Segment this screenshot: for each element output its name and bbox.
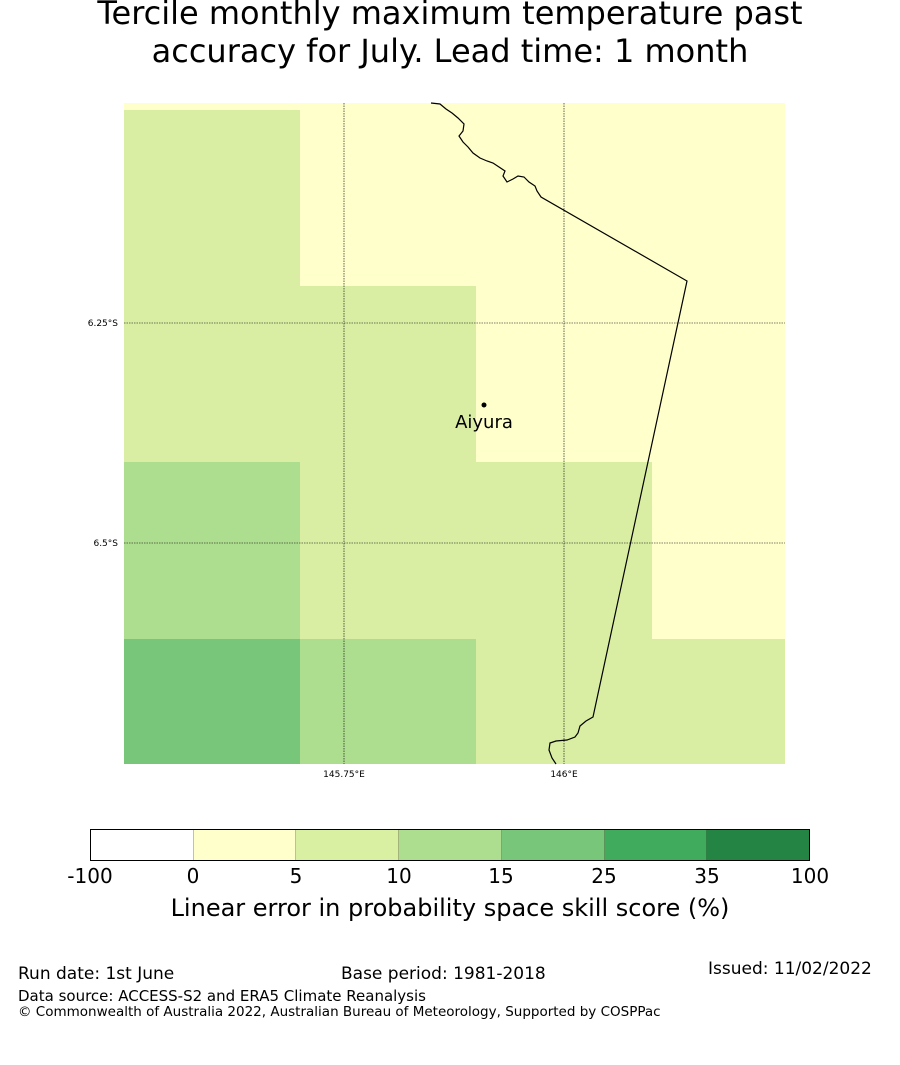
- grid-cell: [124, 286, 300, 462]
- lon-label: 146°E: [550, 770, 578, 780]
- colorbar-label: Linear error in probability space skill …: [170, 894, 730, 922]
- issued-date: Issued: 11/02/2022: [708, 959, 872, 979]
- grid-cell: [652, 286, 785, 462]
- title-line-1: Tercile monthly maximum temperature past: [97, 0, 803, 32]
- colorbar-segment: [399, 830, 502, 860]
- map-panel: Aiyura 6.25°S 6.5°S 145.75°E 146°E: [88, 102, 785, 780]
- aiyura-marker: [481, 402, 487, 408]
- colorbar-tick: 35: [694, 864, 720, 888]
- grid-cell: [124, 462, 300, 639]
- colorbar-tick: 10: [386, 864, 412, 888]
- copyright: © Commonwealth of Australia 2022, Austra…: [18, 1004, 661, 1020]
- colorbar-segment: [501, 830, 605, 860]
- colorbar-tick: 0: [186, 864, 200, 888]
- colorbar-tick: -100: [67, 864, 113, 888]
- coastline: [430, 102, 688, 765]
- graticule: [124, 103, 785, 764]
- title-line-2: accuracy for July. Lead time: 1 month: [151, 32, 749, 70]
- lon-label: 145.75°E: [323, 770, 365, 780]
- colorbar-segment: [707, 830, 810, 860]
- colorbar-segment: [604, 830, 708, 860]
- grid-cell: [300, 103, 476, 286]
- colorbar: [90, 829, 810, 861]
- colorbar-tick: 25: [591, 864, 617, 888]
- grid-cell: [300, 462, 476, 639]
- grid-cell: [300, 286, 476, 462]
- colorbar-segment: [91, 830, 194, 860]
- grid-cell: [124, 639, 300, 764]
- colorbar-tick: 5: [289, 864, 303, 888]
- grid-cell: [652, 462, 785, 639]
- skill-grid: [124, 103, 785, 764]
- grid-cell: [652, 103, 785, 286]
- run-date: Run date: 1st June: [18, 964, 175, 984]
- chart-title: Tercile monthly maximum temperature past…: [0, 0, 900, 70]
- data-source: Data source: ACCESS-S2 and ERA5 Climate …: [18, 987, 426, 1005]
- colorbar-segment: [296, 830, 400, 860]
- lat-label: 6.5°S: [93, 539, 118, 549]
- grid-cell: [652, 639, 785, 764]
- colorbar-tick: 15: [488, 864, 514, 888]
- grid-cell: [300, 639, 476, 764]
- lat-label: 6.25°S: [88, 319, 119, 329]
- grid-cell: [124, 110, 300, 286]
- colorbar-segment: [193, 830, 297, 860]
- place-label: Aiyura: [455, 412, 513, 433]
- base-period: Base period: 1981-2018: [341, 964, 546, 984]
- colorbar-tick: 100: [790, 864, 830, 888]
